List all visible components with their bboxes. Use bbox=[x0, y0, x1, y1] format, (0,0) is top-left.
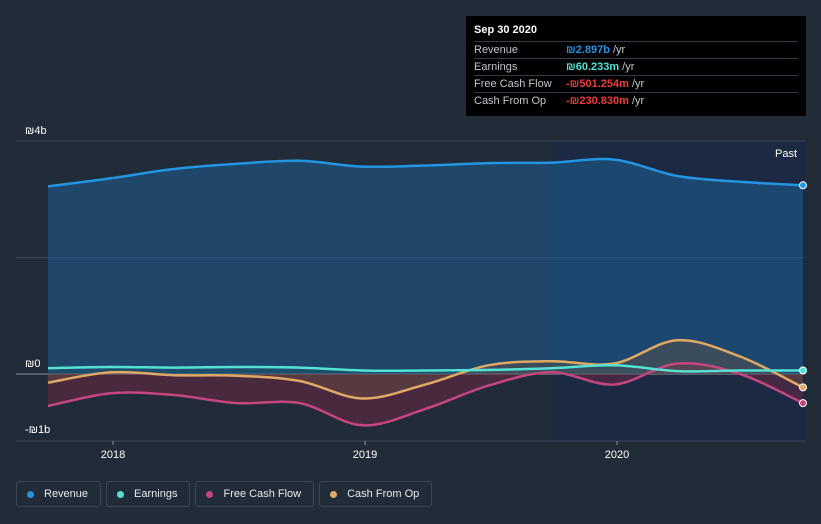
x-tick-label: 2018 bbox=[101, 449, 125, 461]
series-area-revenue bbox=[48, 159, 803, 374]
series-line-revenue bbox=[47, 157, 804, 188]
legend-dot-icon bbox=[117, 490, 125, 498]
tooltip-label: Free Cash Flow bbox=[474, 78, 552, 90]
tooltip-row-cash-from-op: Cash From Op -₪230.830m /yr bbox=[474, 92, 798, 109]
past-label: Past bbox=[775, 148, 797, 160]
y-axis-ticks: ₪4b ₪0 -₪1b bbox=[25, 125, 50, 436]
series-end-marker bbox=[799, 383, 807, 392]
legend-item-earnings[interactable]: Earnings bbox=[106, 481, 191, 507]
tooltip-label: Revenue bbox=[474, 44, 519, 56]
tooltip-unit: /yr bbox=[631, 78, 645, 90]
legend-label: Free Cash Flow bbox=[223, 488, 302, 500]
series-lines bbox=[47, 157, 804, 427]
tooltip-unit: /yr bbox=[622, 61, 635, 73]
x-tick-label: 2020 bbox=[605, 449, 629, 461]
tooltip-label: Cash From Op bbox=[474, 95, 547, 107]
tooltip-date: Sep 30 2020 bbox=[474, 24, 537, 36]
legend: Revenue Earnings Free Cash Flow Cash Fro… bbox=[16, 481, 433, 507]
y-tick-label: ₪0 bbox=[25, 358, 40, 370]
y-tick-label: -₪1b bbox=[25, 424, 50, 436]
tooltip-label: Earnings bbox=[474, 61, 518, 73]
legend-item-revenue[interactable]: Revenue bbox=[16, 481, 102, 507]
series-area-free-cash-flow bbox=[48, 363, 803, 426]
tooltip-value: ₪2.897b bbox=[566, 44, 610, 56]
legend-dot-icon bbox=[27, 490, 34, 498]
legend-label: Revenue bbox=[44, 488, 89, 500]
legend-label: Cash From Op bbox=[347, 488, 420, 500]
series-line-free-cash-flow bbox=[47, 361, 804, 427]
tooltip-row-free-cash-flow: Free Cash Flow -₪501.254m /yr bbox=[474, 75, 798, 92]
tooltip-value: -₪501.254m bbox=[566, 78, 629, 90]
tooltip-unit: /yr bbox=[612, 44, 626, 56]
tooltip: Sep 30 2020 Revenue ₪2.897b /yr Earnings… bbox=[466, 16, 806, 116]
series-end-marker bbox=[799, 399, 807, 408]
tooltip-row-earnings: Earnings ₪60.233m /yr bbox=[474, 58, 798, 75]
series-line-earnings bbox=[47, 363, 804, 373]
series-end-marker bbox=[799, 366, 807, 375]
tooltip-value: -₪230.830m bbox=[566, 95, 629, 107]
tooltip-row-revenue: Revenue ₪2.897b /yr bbox=[474, 41, 798, 58]
series-end-marker bbox=[799, 181, 807, 190]
tooltip-unit: /yr bbox=[631, 95, 645, 107]
legend-item-free-cash-flow[interactable]: Free Cash Flow bbox=[195, 481, 315, 507]
legend-label: Earnings bbox=[134, 488, 178, 500]
x-tick-label: 2019 bbox=[353, 449, 377, 461]
y-tick-label: ₪4b bbox=[25, 125, 47, 137]
legend-dot-icon bbox=[330, 490, 338, 498]
legend-item-cash-from-op[interactable]: Cash From Op bbox=[319, 481, 433, 507]
series-end-markers bbox=[799, 181, 807, 408]
series-line-cash-from-op bbox=[47, 338, 804, 400]
legend-dot-icon bbox=[206, 490, 214, 498]
x-axis-ticks: 2018 2019 2020 bbox=[101, 441, 629, 461]
tooltip-value: ₪60.233m bbox=[566, 61, 620, 73]
